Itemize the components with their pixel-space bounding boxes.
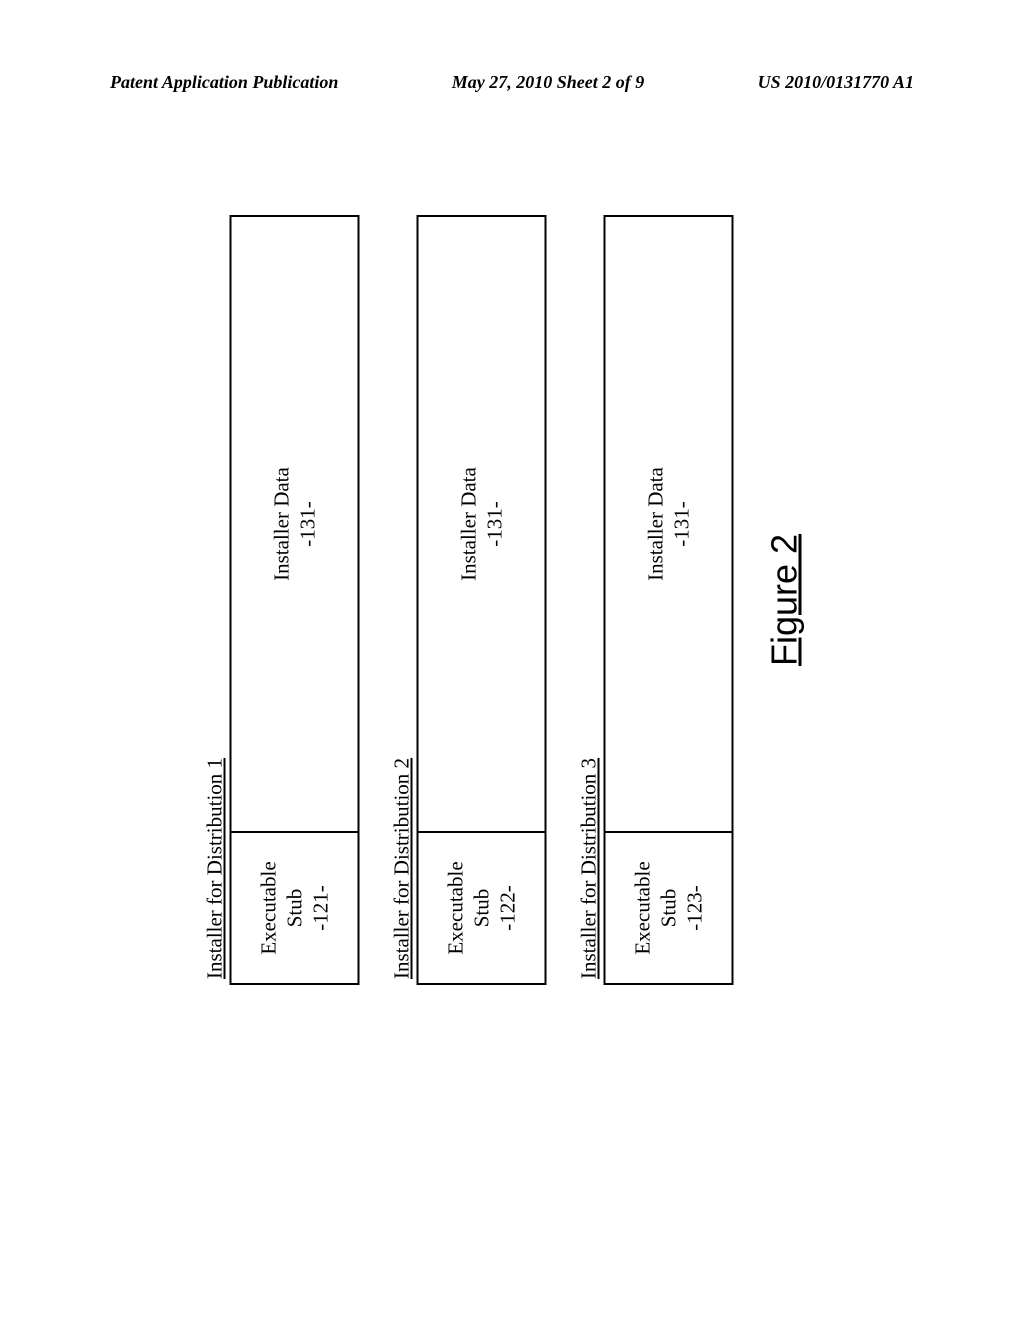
data-text-2: Installer Data -131- xyxy=(455,467,508,581)
installer-block-1: Installer for Distribution 1 Executable … xyxy=(203,215,360,985)
stub-line1-3: Executable xyxy=(630,861,654,954)
installer-block-3: Installer for Distribution 3 Executable … xyxy=(577,215,734,985)
figure-rotated-container: Installer for Distribution 1 Executable … xyxy=(203,215,806,985)
installer-box-2: Executable Stub -122- Installer Data -13… xyxy=(417,215,547,985)
data-line1-2: Installer Data xyxy=(456,467,480,581)
header-left: Patent Application Publication xyxy=(110,72,338,93)
installer-box-3: Executable Stub -123- Installer Data -13… xyxy=(604,215,734,985)
stub-cell-2: Executable Stub -122- xyxy=(419,831,545,983)
stub-line1-1: Executable xyxy=(256,861,280,954)
stub-cell-1: Executable Stub -121- xyxy=(232,831,358,983)
stub-text-2: Executable Stub -122- xyxy=(442,861,521,954)
stub-ref-3: -123- xyxy=(683,885,707,931)
figure-area: Installer for Distribution 1 Executable … xyxy=(244,215,764,985)
installer-title-3: Installer for Distribution 3 xyxy=(577,215,602,979)
data-text-3: Installer Data -131- xyxy=(642,467,695,581)
page-header: Patent Application Publication May 27, 2… xyxy=(0,72,1024,93)
stub-line2-2: Stub xyxy=(469,889,493,928)
data-line1-1: Installer Data xyxy=(269,467,293,581)
stub-text-3: Executable Stub -123- xyxy=(629,861,708,954)
stub-line2-1: Stub xyxy=(282,889,306,928)
installer-title-1: Installer for Distribution 1 xyxy=(203,215,228,979)
header-right: US 2010/0131770 A1 xyxy=(758,72,914,93)
installer-title-2: Installer for Distribution 2 xyxy=(390,215,415,979)
data-ref-1: -131- xyxy=(296,501,320,547)
stub-text-1: Executable Stub -121- xyxy=(255,861,334,954)
stub-ref-2: -122- xyxy=(496,885,520,931)
stub-ref-1: -121- xyxy=(309,885,333,931)
data-ref-3: -131- xyxy=(670,501,694,547)
data-cell-1: Installer Data -131- xyxy=(232,217,358,831)
data-ref-2: -131- xyxy=(483,501,507,547)
data-text-1: Installer Data -131- xyxy=(268,467,321,581)
stub-cell-3: Executable Stub -123- xyxy=(606,831,732,983)
header-center: May 27, 2010 Sheet 2 of 9 xyxy=(452,72,645,93)
installer-box-1: Executable Stub -121- Installer Data -13… xyxy=(230,215,360,985)
stub-line2-3: Stub xyxy=(656,889,680,928)
data-cell-2: Installer Data -131- xyxy=(419,217,545,831)
data-cell-3: Installer Data -131- xyxy=(606,217,732,831)
installer-block-2: Installer for Distribution 2 Executable … xyxy=(390,215,547,985)
figure-caption: Figure 2 xyxy=(764,215,806,985)
data-line1-3: Installer Data xyxy=(643,467,667,581)
stub-line1-2: Executable xyxy=(443,861,467,954)
